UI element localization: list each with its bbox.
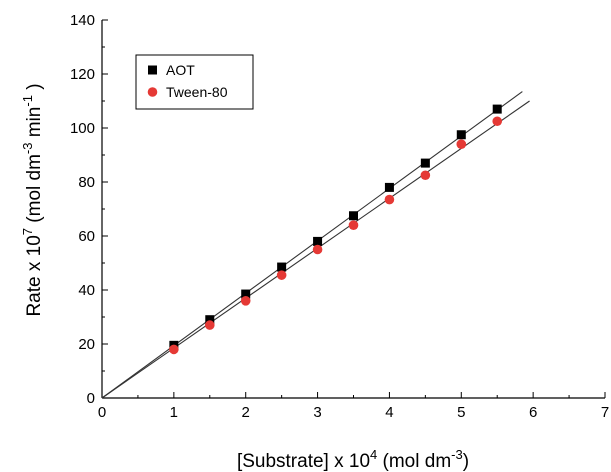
y-tick-label: 140 xyxy=(70,12,95,29)
y-tick-label: 80 xyxy=(78,174,95,191)
point-aot xyxy=(492,104,502,114)
data-points xyxy=(169,104,503,355)
point-tween-80 xyxy=(204,320,215,330)
y-tick-label: 100 xyxy=(70,120,95,137)
point-tween-80 xyxy=(492,116,503,127)
point-tween-80 xyxy=(276,270,287,280)
point-tween-80 xyxy=(348,220,359,230)
x-tick-label: 0 xyxy=(98,404,106,421)
y-tick-label: 20 xyxy=(78,336,95,353)
y-tick-label: 60 xyxy=(78,228,95,245)
point-aot xyxy=(205,315,215,325)
point-tween-80 xyxy=(169,344,179,355)
point-aot xyxy=(384,182,394,192)
y-axis-title: Rate x 107 (mol dm-3 min-1 ) xyxy=(20,83,45,316)
x-tick-label: 6 xyxy=(529,404,537,421)
point-aot xyxy=(241,289,251,299)
point-tween-80 xyxy=(312,244,323,255)
legend-label-tween-80: Tween-80 xyxy=(166,84,228,100)
legend: AOT Tween-80 xyxy=(135,54,254,110)
y-tick-label: 0 xyxy=(87,390,95,407)
x-axis-title: [Substrate] x 104 (mol dm-3) xyxy=(237,447,469,472)
point-tween-80 xyxy=(240,296,251,306)
legend-marker-tween-80 xyxy=(147,87,158,97)
x-tick-label: 4 xyxy=(385,404,393,421)
x-tick-label: 2 xyxy=(242,404,250,421)
point-tween-80 xyxy=(456,139,467,149)
legend-marker-aot xyxy=(148,65,157,75)
legend-box xyxy=(135,54,254,110)
y-tick-label: 40 xyxy=(78,282,95,299)
point-aot xyxy=(313,236,323,246)
axes: 0 1 2 3 4 5 6 7 0 20 40 60 80 100 120 140 xyxy=(70,12,609,421)
x-tick-label: 5 xyxy=(457,404,465,421)
x-tick-label: 1 xyxy=(170,404,178,421)
point-aot xyxy=(420,158,430,168)
y-tick-label: 120 xyxy=(70,66,95,83)
x-tick-label: 7 xyxy=(601,404,609,421)
legend-label-aot: AOT xyxy=(166,62,195,78)
point-tween-80 xyxy=(384,194,395,205)
point-aot xyxy=(456,130,466,140)
x-tick-label: 3 xyxy=(313,404,321,421)
point-tween-80 xyxy=(420,170,431,181)
point-aot xyxy=(349,211,358,221)
point-aot xyxy=(277,262,287,272)
